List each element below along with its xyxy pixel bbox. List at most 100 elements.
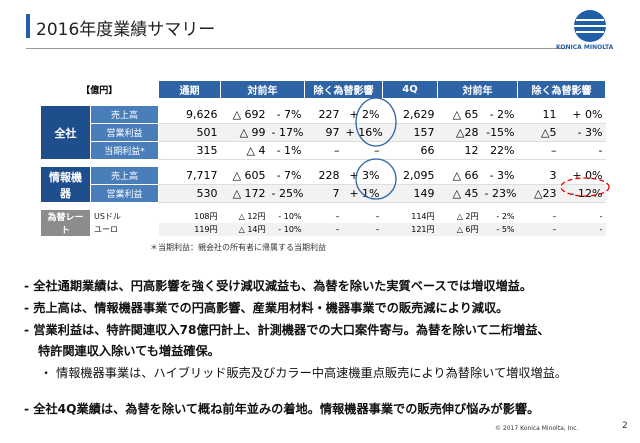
bullet-line: - 売上高は、情報機器事業での円高影響、産業用材料・機器事業での販売減により減収… [24, 301, 509, 315]
summary-table: 【億円】 通期 対前年 除く為替影響 4Q 対前年 除く為替影響 全社 売上高 9,626 △ 69… [40, 80, 607, 236]
bullet-line: 特許関連収入除いても増益確保。 [38, 344, 220, 358]
cell: – [517, 223, 560, 236]
cell: - 12% [559, 184, 606, 203]
cell: – [552, 211, 557, 221]
cell: - 17% [268, 123, 305, 142]
cell: 22% [481, 141, 518, 160]
row-label: 当期利益* [89, 141, 160, 160]
group-label: 全社 [40, 105, 91, 160]
cell: 121円 [382, 223, 438, 236]
unit-label: 【億円】 [81, 86, 118, 96]
cell: – [304, 141, 343, 160]
cell: 149 [382, 184, 438, 203]
column-header: 対前年 [220, 80, 306, 99]
cell: 114円 [411, 211, 435, 221]
cell: - 3% [481, 166, 518, 185]
cell: - 25% [268, 184, 305, 203]
cell: – [335, 211, 340, 221]
cell: – [304, 223, 343, 236]
column-header: 除く為替影響 [304, 80, 384, 99]
data-row: 為替レート USドル 108円 △ 12円 - 10% – –114円 △ 2円 - 2% – - [40, 209, 606, 236]
data-row: 全社 売上高 9,626 △ 692- 7% 227 + 2% 2,629 △ 65- 2% 1… [40, 105, 606, 160]
cell: + 0% [559, 105, 606, 124]
data-row: 情報機器 売上高 7,717 △ 605- 7% 228 + 3% 2,095 △ 66- 3… [40, 166, 606, 203]
cell: 3 [517, 166, 560, 185]
cell: 530 [158, 184, 221, 203]
cell: 11 [517, 105, 560, 124]
title-accent [26, 14, 30, 38]
data-row: ユーロ 119円 △ 14円 - 10% – –121円 △ 6円 - 5% – - [41, 222, 606, 236]
group-label: 為替レート [40, 209, 91, 236]
cell: 227 [304, 105, 343, 124]
cell: △ 65 [437, 105, 482, 124]
bullet-line: ・ 情報機器事業は、ハイブリッド販売及びカラー中高速機重点販売により為替除いて増… [40, 366, 568, 380]
row-label: 営業利益 [89, 184, 160, 203]
cell: - 5% [481, 223, 518, 236]
cell: △ 2円 [456, 211, 479, 221]
cell: △23 [517, 184, 560, 203]
logo-globe [574, 10, 606, 42]
cell: - 23% [481, 184, 518, 203]
cell: △ 6円 [437, 223, 482, 236]
cell: - 2% [496, 211, 515, 221]
cell: - 3% [559, 123, 606, 142]
cell: -15% [481, 123, 518, 142]
cell: 66 [382, 141, 438, 160]
row-label: USドル [89, 209, 160, 223]
cell: - [599, 211, 603, 221]
cell: △ 14円 [220, 223, 269, 236]
cell: - [559, 141, 606, 160]
cell: – [375, 211, 380, 221]
cell: △ 12円 [238, 211, 266, 221]
cell: – [342, 223, 383, 236]
cell: 228 [304, 166, 343, 185]
bullet-line: - 全社4Q業績は、為替を除いて概ね前年並みの着地。情報機器事業での販売伸び悩み… [24, 402, 540, 416]
cell: △ 692 [220, 105, 269, 124]
cell: - [559, 223, 606, 236]
row-label: 売上高 [89, 166, 160, 185]
cell: 97 [304, 123, 343, 142]
cell: - 2% [481, 105, 518, 124]
footnote: ＊当期利益：親会社の所有者に帰属する当期利益 [150, 243, 326, 252]
cell: △ 66 [437, 166, 482, 185]
cell: - 7% [268, 105, 305, 124]
cell: 315 [158, 141, 221, 160]
cell: 119円 [158, 223, 221, 236]
logo-text: KONICA MINOLTA [556, 44, 614, 51]
row-label: ユーロ [89, 222, 160, 236]
cell: △ 605 [220, 166, 269, 185]
title-rule [26, 48, 566, 49]
cell: △28 [437, 123, 482, 142]
cell: 157 [382, 123, 438, 142]
bullet-line: - 営業利益は、特許関連収入78億円計上、計測機器での大口案件寄与。為替を除いて… [24, 323, 550, 337]
cell: - 10% [268, 223, 305, 236]
cell: 7,717 [158, 166, 221, 185]
cell: △ 4 [220, 141, 269, 160]
slide-title: 2016年度業績サマリー [36, 20, 216, 40]
cell: 108円 [194, 211, 218, 221]
cell: 9,626 [158, 105, 221, 124]
data-row: 営業利益 501 △ 99- 17% 97 + 16% 157 △28 -15% △5- 3% [41, 123, 606, 142]
column-header: 通期 [158, 80, 222, 99]
cell: 12 [437, 141, 482, 160]
cell: + 16% [342, 123, 383, 142]
data-row: 当期利益* 315 △ 4- 1% – –66 12 22% – - [41, 141, 606, 160]
row-label: 売上高 [89, 105, 160, 124]
column-header: 4Q [382, 80, 439, 99]
column-header: 対前年 [437, 80, 519, 99]
cell: △ 45 [437, 184, 482, 203]
cell: – [517, 141, 560, 160]
bullet-line: - 全社通期業績は、円高影響を強く受け減収減益も、為替を除いた実質ベースでは増収… [24, 279, 533, 293]
column-header: 除く為替影響 [517, 80, 607, 99]
cell: 7 [304, 184, 343, 203]
cell: 501 [158, 123, 221, 142]
copyright: © 2017 Konica Minolta, Inc. [495, 425, 579, 432]
cell: △ 99 [220, 123, 269, 142]
cell: - 7% [268, 166, 305, 185]
header-row: 【億円】 通期 対前年 除く為替影響 4Q 対前年 除く為替影響 [41, 80, 607, 99]
page-number: 2 [622, 421, 628, 431]
cell: △ 172 [220, 184, 269, 203]
cell: - 10% [278, 211, 302, 221]
